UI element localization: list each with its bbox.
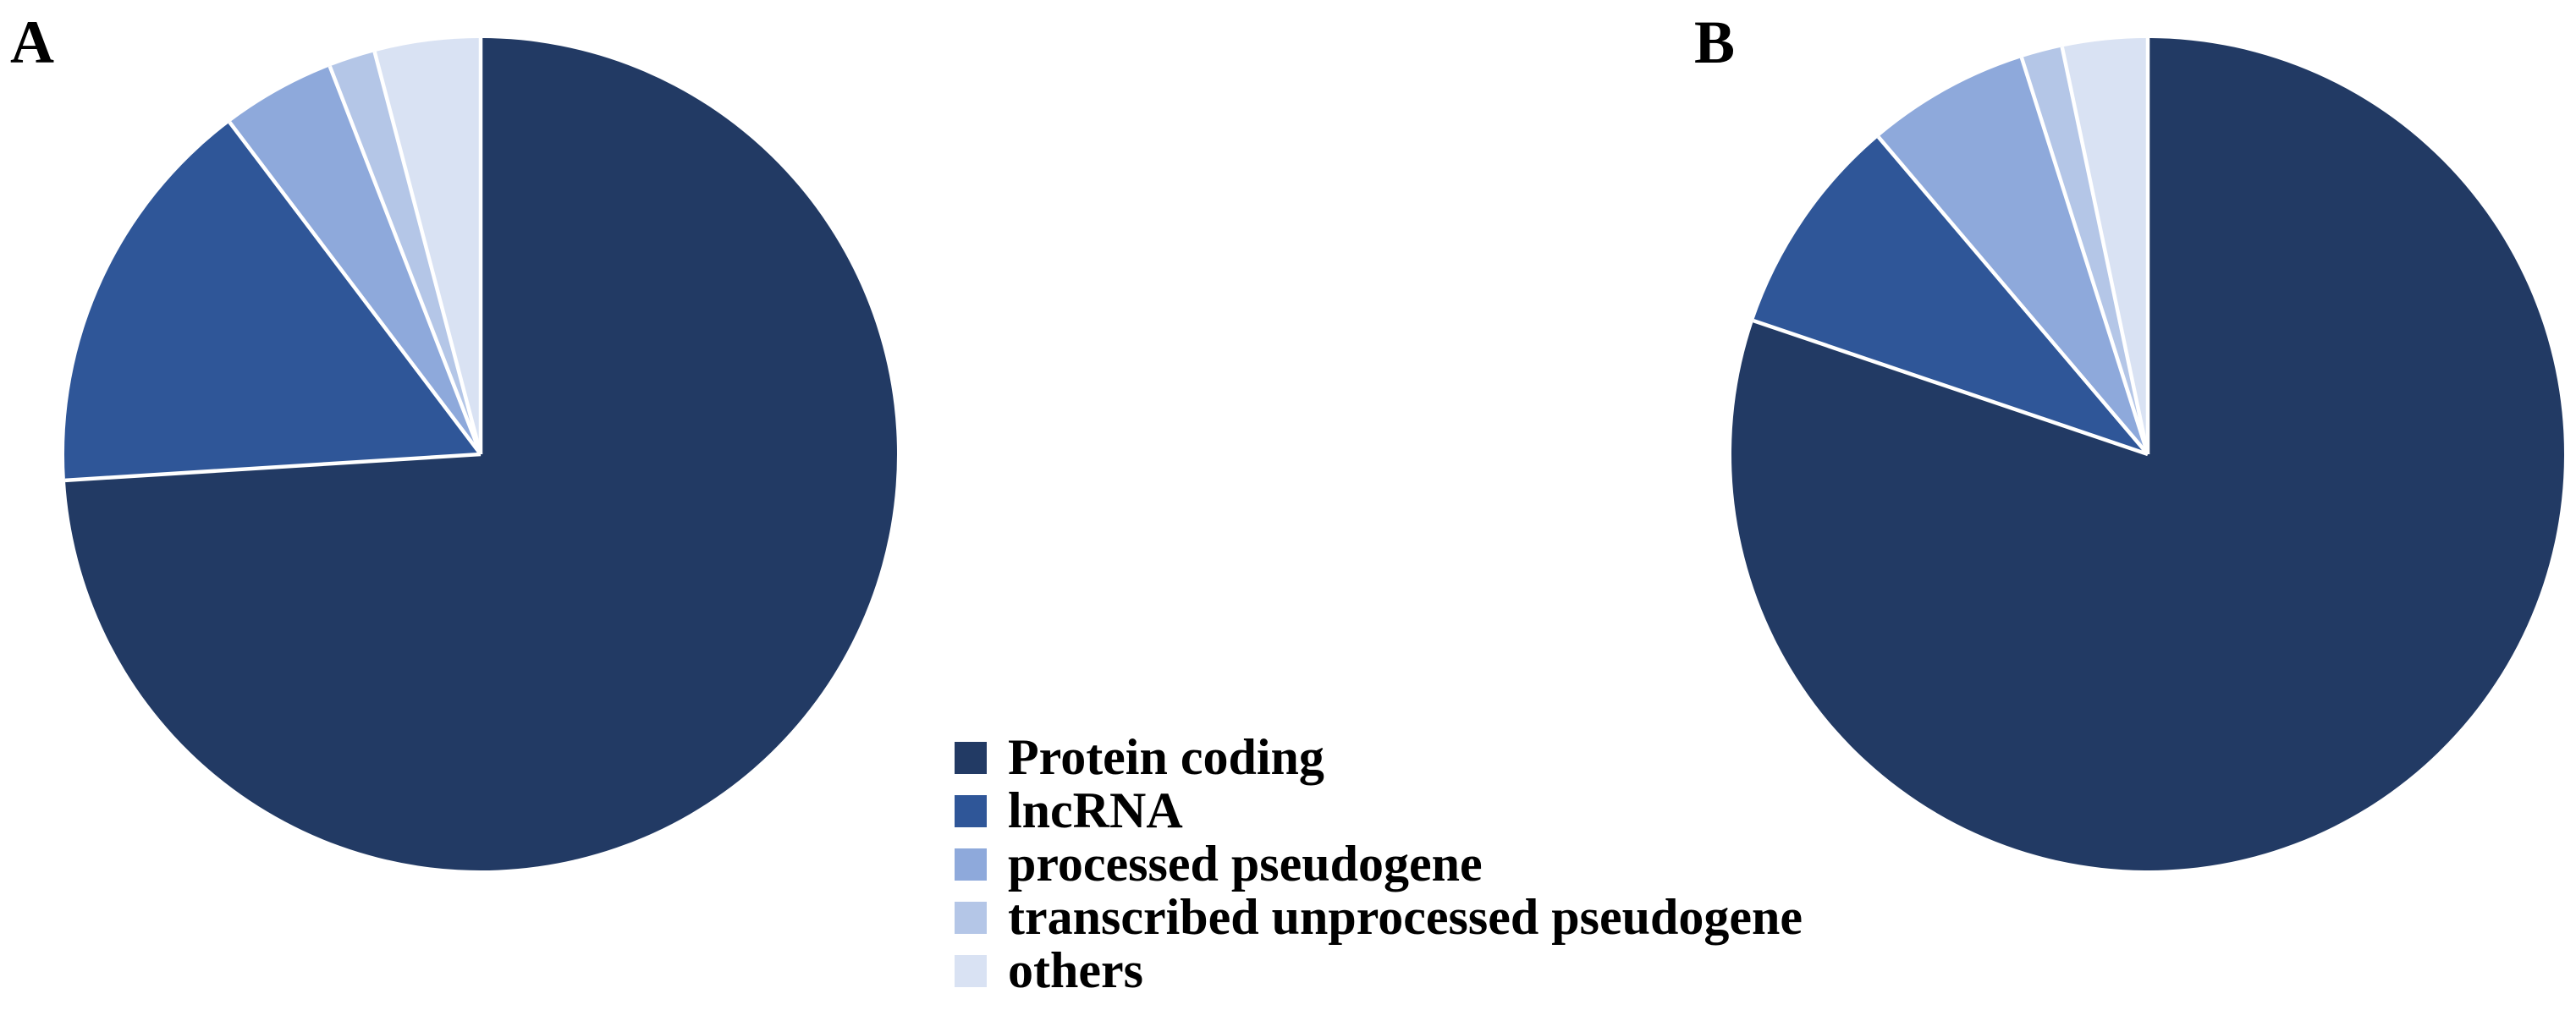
pie-slice-divider <box>328 65 483 455</box>
pie-slice-processed-pseudogene <box>229 66 481 455</box>
legend-swatch-others <box>955 954 987 987</box>
legend-swatch-protein-coding <box>955 741 987 774</box>
pie-slice-divider <box>2019 57 2150 455</box>
legend-swatch-lncrna <box>955 794 987 827</box>
legend-item-transcribed-unprocessed-pseudogene: transcribed unprocessed pseudogene <box>955 891 1803 944</box>
legend-label-transcribed-unprocessed-pseudogene: transcribed unprocessed pseudogene <box>1008 889 1803 945</box>
pie-slice-divider <box>2060 47 2150 455</box>
legend-item-others: others <box>955 944 1803 997</box>
legend: Protein coding lncRNA processed pseudoge… <box>955 731 1803 997</box>
pie-slice-divider <box>372 51 483 455</box>
pie-slice-lncrna <box>1753 136 2148 454</box>
panel-label-b: B <box>1694 8 1736 76</box>
legend-item-processed-pseudogene: processed pseudogene <box>955 837 1803 891</box>
legend-swatch-processed-pseudogene <box>955 848 987 881</box>
legend-label-lncrna: lncRNA <box>1008 782 1183 838</box>
pie-slice-divider <box>1753 318 2149 457</box>
pie-slice-divider <box>1876 135 2149 456</box>
legend-item-protein-coding: Protein coding <box>955 731 1803 784</box>
pie-slice-divider <box>228 121 482 456</box>
panel-label-a: A <box>10 8 54 76</box>
legend-item-lncrna: lncRNA <box>955 784 1803 837</box>
pie-slice-lncrna <box>63 122 481 480</box>
pie-chart-b <box>1731 38 2565 870</box>
legend-swatch-transcribed-unprocessed-pseudogene <box>955 901 987 934</box>
legend-label-processed-pseudogene: processed pseudogene <box>1008 836 1483 892</box>
pie-slice-divider <box>64 452 482 483</box>
pie-slice-processed-pseudogene <box>1878 58 2148 454</box>
legend-label-others: others <box>1008 942 1143 998</box>
legend-label-protein-coding: Protein coding <box>1008 729 1324 785</box>
pie-chart-a <box>63 38 897 870</box>
